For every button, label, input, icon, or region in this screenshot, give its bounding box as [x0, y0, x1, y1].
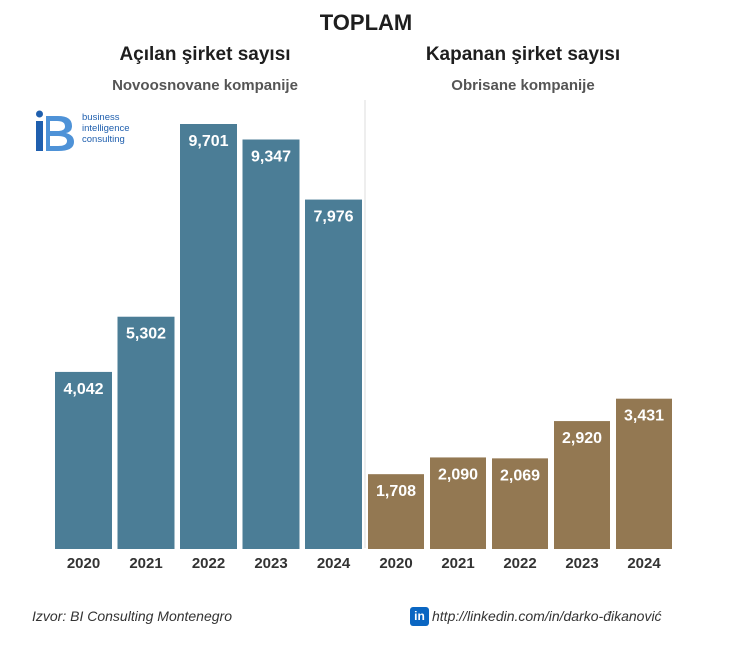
- x-tick-label: 2022: [192, 555, 225, 572]
- bar-value-label: 7,976: [313, 209, 353, 226]
- x-tick-label: 2024: [627, 555, 661, 572]
- bar-value-label: 5,302: [126, 326, 166, 343]
- bar-value-label: 9,347: [251, 149, 291, 166]
- left-chart-subtitle: Novoosnovane kompanije: [112, 77, 298, 94]
- bar-value-label: 2,069: [500, 467, 540, 484]
- bar-0-2022: [180, 124, 237, 549]
- bar-1-2024: [616, 398, 672, 549]
- bar-1-2022: [492, 458, 548, 549]
- x-tick-label: 2024: [317, 555, 351, 572]
- bar-1-2023: [554, 421, 610, 549]
- source-note: Izvor: BI Consulting Montenegro: [32, 608, 232, 624]
- bar-0-2021: [117, 316, 175, 549]
- x-tick-label: 2020: [67, 555, 100, 572]
- bar-value-label: 3,431: [624, 408, 664, 425]
- x-tick-label: 2022: [503, 555, 536, 572]
- x-tick-label: 2021: [129, 555, 162, 572]
- bar-value-label: 4,042: [63, 381, 103, 398]
- linkedin-link[interactable]: in http://linkedin.com/in/darko-đikanovi…: [410, 606, 662, 626]
- bar-value-label: 1,708: [376, 483, 416, 500]
- right-chart-title: Kapanan şirket sayısı: [425, 44, 621, 65]
- bi-logo-icon: [36, 110, 74, 151]
- bar-0-2020: [55, 371, 112, 549]
- x-tick-label: 2020: [379, 555, 412, 572]
- right-chart-subtitle: Obrisane kompanije: [451, 77, 595, 94]
- x-tick-label: 2021: [441, 555, 474, 572]
- left-chart-title: Açılan şirket sayısı: [119, 44, 291, 65]
- linkedin-url[interactable]: http://linkedin.com/in/darko-đikanović: [432, 608, 662, 624]
- bar-0-2023: [242, 139, 300, 549]
- bar-0-2024: [305, 199, 362, 549]
- bar-1-2021: [430, 457, 486, 549]
- x-tick-label: 2023: [565, 555, 598, 572]
- bar-value-label: 2,090: [438, 466, 478, 483]
- linkedin-icon: in: [410, 606, 429, 626]
- bar-value-label: 9,701: [188, 133, 228, 150]
- logo-text: business intelligence consulting: [82, 112, 130, 145]
- main-title: TOPLAM: [319, 10, 413, 35]
- bar-1-2020: [368, 474, 424, 549]
- bar-value-label: 2,920: [562, 430, 602, 447]
- x-tick-label: 2023: [254, 555, 287, 572]
